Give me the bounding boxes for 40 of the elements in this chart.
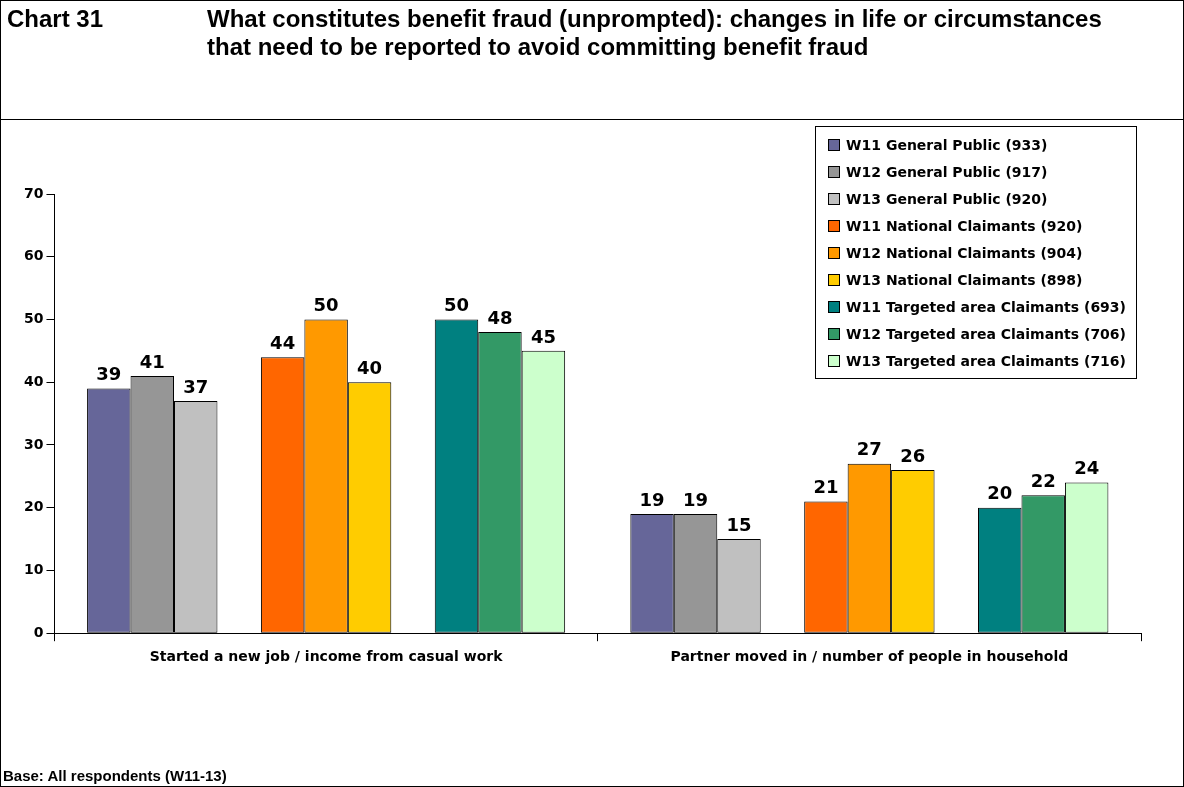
data-label: 20 [987, 482, 1013, 504]
legend-label: W12 Targeted area Claimants (706) [846, 325, 1126, 342]
y-tick-label: 30 [24, 435, 44, 452]
data-label: 15 [726, 513, 752, 535]
data-label: 50 [313, 294, 339, 316]
caption: Chart 31 [7, 5, 104, 33]
data-label: 41 [139, 350, 165, 372]
data-label: 24 [1074, 457, 1100, 479]
data-label: 40 [357, 356, 383, 378]
data-label: 27 [856, 438, 882, 460]
y-tick-label: 20 [24, 498, 44, 515]
data-label: 48 [487, 306, 513, 328]
y-tick-label: 40 [24, 372, 44, 389]
data-label: 37 [183, 375, 209, 397]
data-label: 50 [443, 294, 470, 316]
y-tick-label: 50 [24, 310, 44, 327]
legend-label: W11 General Public (933) [846, 136, 1048, 153]
y-tick-label: 10 [24, 561, 44, 578]
y-tick-label: 0 [33, 623, 44, 640]
legend-label: W13 National Claimants (898) [846, 271, 1083, 288]
data-label: 39 [96, 363, 122, 385]
chart-title: What constitutes benefit fraud (unprompted): changes in life or circumstances that need to be reported to avoid committing benefit fraud [207, 5, 1103, 61]
y-tick-label: 60 [24, 247, 44, 264]
legend-label: W13 Targeted area Claimants (716) [846, 352, 1126, 369]
legend-label: W12 National Claimants (904) [846, 244, 1083, 261]
data-label: 44 [270, 331, 296, 353]
text: Base: All respondents (W11-13) [3, 767, 227, 784]
y-tick-label: 70 [24, 184, 44, 201]
legend-label: W11 National Claimants (920) [846, 217, 1083, 234]
x-tick-label: Started a new job / income from casual work [149, 648, 504, 665]
x-tick-label: Partner moved in / number of people in household [670, 648, 1069, 665]
legend-label: W13 General Public (920) [846, 190, 1048, 207]
data-label: 22 [1030, 469, 1056, 491]
data-label: 19 [639, 488, 665, 510]
data-label: 45 [530, 325, 556, 347]
legend-label: W12 General Public (917) [846, 163, 1048, 180]
data-label: 26 [900, 444, 926, 466]
legend-label: W11 Targeted area Claimants (693) [846, 298, 1126, 315]
data-label: 19 [683, 488, 709, 510]
data-label: 21 [813, 476, 839, 498]
